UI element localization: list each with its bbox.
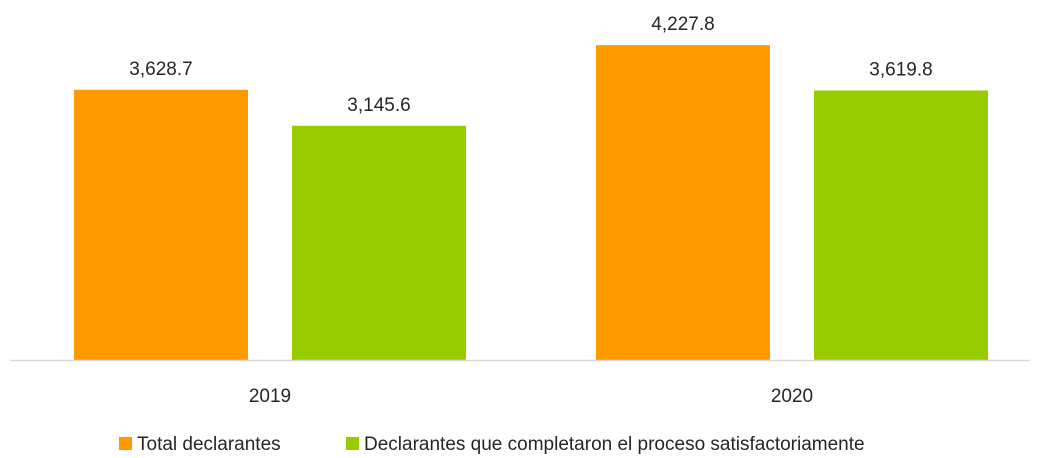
legend-label-total-declarantes: Total declarantes: [137, 434, 281, 455]
bar-total-declarantes-2019: [74, 89, 248, 361]
legend-swatch-total-declarantes: [119, 437, 132, 450]
bar-declarantes-que-completaron-el-proceso-satisfactoriamente-2020: [814, 90, 988, 360]
data-label-declarantes-que-completaron-el-proceso-satisfactoriamente-2020: 3,619.8: [869, 59, 932, 80]
data-label-declarantes-que-completaron-el-proceso-satisfactoriamente-2019: 3,145.6: [347, 95, 410, 116]
x-tick-label-2020: 2020: [771, 386, 813, 407]
bar-total-declarantes-2020: [596, 45, 770, 361]
x-tick-label-2019: 2019: [249, 386, 291, 407]
legend-label-declarantes-que-completaron-el-proceso-satisfactoriamente: Declarantes que completaron el proceso s…: [364, 434, 865, 455]
data-label-total-declarantes-2019: 3,628.7: [129, 59, 192, 80]
bar-declarantes-que-completaron-el-proceso-satisfactoriamente-2019: [292, 125, 466, 360]
legend: Total declarantes Declarantes que complet…: [119, 434, 865, 455]
legend-swatch-declarantes-que-completaron-el-proceso-satisfactoriamente: [346, 437, 359, 450]
plot-area: 3,628.7 4,227.8 3,145.6 3,619.8 2019 2020: [10, 14, 1030, 407]
data-label-total-declarantes-2020: 4,227.8: [651, 14, 714, 35]
